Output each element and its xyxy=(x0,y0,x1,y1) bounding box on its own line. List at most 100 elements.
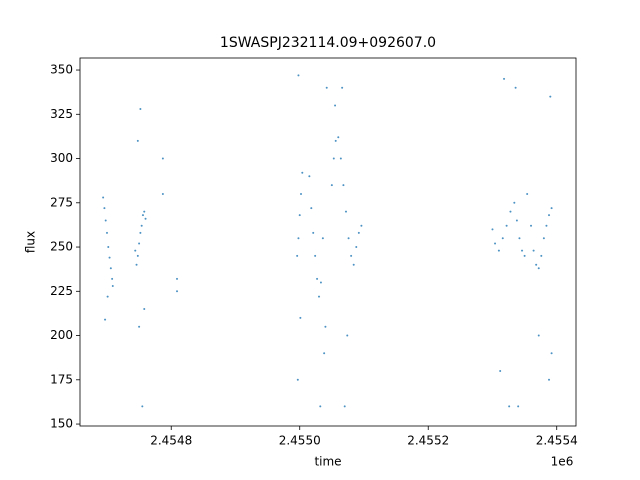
point xyxy=(334,139,337,142)
point xyxy=(176,290,179,293)
point xyxy=(550,352,553,355)
point xyxy=(141,214,144,217)
point xyxy=(540,254,543,257)
point xyxy=(503,77,506,80)
point xyxy=(549,95,552,98)
point xyxy=(298,214,301,217)
point xyxy=(501,237,504,240)
y-axis-label: flux xyxy=(24,231,38,253)
point xyxy=(107,246,110,249)
point xyxy=(532,249,535,252)
point xyxy=(176,277,179,280)
point xyxy=(144,217,147,220)
point xyxy=(299,316,302,319)
y-tick-label: 350 xyxy=(50,63,73,77)
point xyxy=(318,295,321,298)
point xyxy=(139,107,142,110)
point xyxy=(548,378,551,381)
point xyxy=(301,171,304,174)
chart-title: 1SWASPJ232114.09+092607.0 xyxy=(220,35,436,51)
point xyxy=(308,175,311,178)
point xyxy=(526,192,529,195)
point xyxy=(143,210,146,213)
point xyxy=(344,210,347,213)
point xyxy=(537,267,540,270)
point xyxy=(135,263,138,266)
y-tick-label: 300 xyxy=(50,151,73,165)
point xyxy=(505,224,508,227)
point xyxy=(497,249,500,252)
point xyxy=(494,242,497,245)
point xyxy=(106,295,109,298)
point xyxy=(550,207,553,210)
point xyxy=(350,254,353,257)
point xyxy=(102,196,105,199)
point xyxy=(514,86,517,89)
point xyxy=(518,237,521,240)
point xyxy=(138,325,141,328)
point xyxy=(134,249,137,252)
point xyxy=(346,334,349,337)
point xyxy=(508,405,511,408)
point xyxy=(140,224,143,227)
point xyxy=(530,224,533,227)
point xyxy=(297,237,300,240)
point xyxy=(109,267,112,270)
point xyxy=(347,237,350,240)
y-tick-label: 250 xyxy=(50,240,73,254)
point xyxy=(314,254,317,257)
y-tick-label: 275 xyxy=(50,195,73,209)
point xyxy=(321,237,324,240)
point xyxy=(296,378,299,381)
point xyxy=(357,231,360,234)
point xyxy=(319,405,322,408)
point xyxy=(161,192,164,195)
point xyxy=(513,201,516,204)
point xyxy=(297,74,300,77)
x-tick-label: 2.4548 xyxy=(150,434,192,448)
point xyxy=(330,184,333,187)
point xyxy=(324,325,327,328)
point xyxy=(136,139,139,142)
point xyxy=(143,307,146,310)
x-tick-label: 2.4550 xyxy=(279,434,321,448)
point xyxy=(545,224,548,227)
point xyxy=(111,277,114,280)
point xyxy=(300,192,303,195)
y-tick-label: 200 xyxy=(50,328,73,342)
point xyxy=(161,157,164,160)
point xyxy=(343,405,346,408)
y-tick-label: 325 xyxy=(50,107,73,121)
point xyxy=(310,207,313,210)
point xyxy=(499,369,502,372)
point xyxy=(104,219,107,222)
point xyxy=(141,405,144,408)
x-tick-label: 2.4552 xyxy=(407,434,449,448)
point xyxy=(316,277,319,280)
point xyxy=(104,318,107,321)
point xyxy=(517,405,520,408)
point xyxy=(136,254,139,257)
point xyxy=(334,104,337,107)
point xyxy=(108,256,111,259)
y-tick-label: 150 xyxy=(50,417,73,431)
point xyxy=(323,352,326,355)
point xyxy=(548,214,551,217)
point xyxy=(523,254,526,257)
point xyxy=(341,86,344,89)
point xyxy=(355,246,358,249)
x-tick-label: 2.4554 xyxy=(536,434,578,448)
point xyxy=(515,219,518,222)
point xyxy=(342,184,345,187)
point xyxy=(521,249,524,252)
point xyxy=(339,157,342,160)
point xyxy=(111,284,114,287)
point xyxy=(296,254,299,257)
point xyxy=(103,207,106,210)
y-tick-label: 175 xyxy=(50,372,73,386)
point xyxy=(535,263,538,266)
point xyxy=(337,136,340,139)
